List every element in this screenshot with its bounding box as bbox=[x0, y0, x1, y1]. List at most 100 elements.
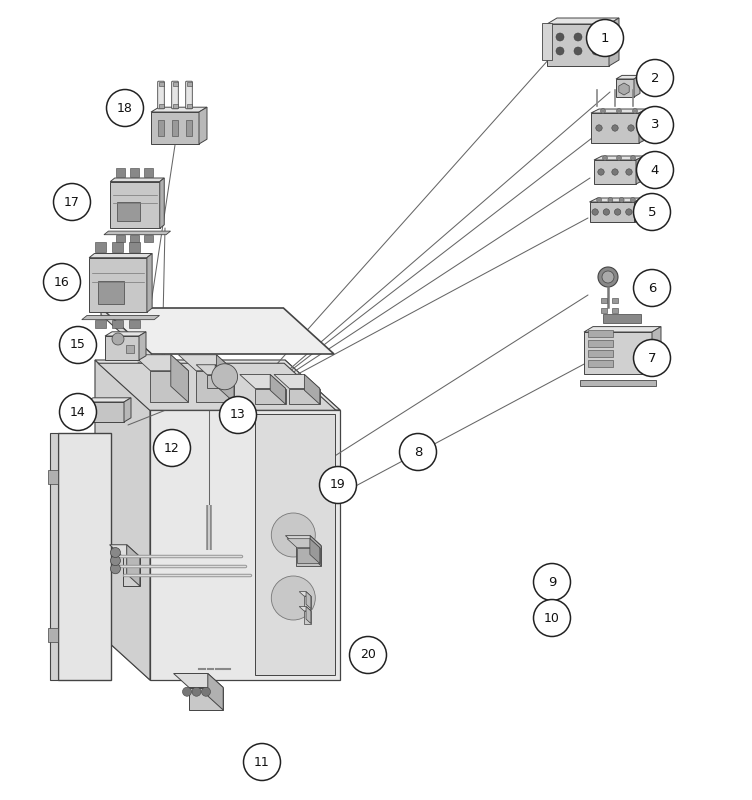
Circle shape bbox=[574, 47, 582, 55]
Bar bbox=[116, 168, 125, 177]
Circle shape bbox=[626, 169, 632, 175]
Polygon shape bbox=[95, 360, 285, 630]
Polygon shape bbox=[299, 592, 311, 596]
Polygon shape bbox=[174, 674, 223, 687]
Circle shape bbox=[633, 270, 671, 306]
Bar bbox=[116, 234, 125, 242]
Bar bbox=[98, 281, 123, 304]
Bar bbox=[117, 202, 140, 221]
Polygon shape bbox=[270, 374, 286, 404]
Circle shape bbox=[556, 33, 564, 41]
Polygon shape bbox=[255, 389, 286, 404]
Polygon shape bbox=[594, 156, 644, 160]
Bar bbox=[612, 298, 617, 303]
Circle shape bbox=[608, 198, 613, 202]
Bar bbox=[172, 120, 178, 136]
Bar bbox=[144, 234, 153, 242]
Polygon shape bbox=[240, 374, 286, 389]
Circle shape bbox=[626, 209, 632, 215]
Circle shape bbox=[636, 151, 674, 189]
Polygon shape bbox=[124, 398, 131, 422]
Text: 2: 2 bbox=[650, 71, 660, 85]
Circle shape bbox=[556, 47, 564, 55]
Circle shape bbox=[271, 513, 315, 557]
Circle shape bbox=[53, 183, 90, 221]
Bar bbox=[96, 242, 106, 253]
Text: 4: 4 bbox=[650, 163, 660, 177]
Text: 10: 10 bbox=[544, 611, 560, 625]
Circle shape bbox=[59, 394, 96, 430]
Polygon shape bbox=[542, 23, 552, 60]
Bar bbox=[172, 104, 177, 108]
Polygon shape bbox=[217, 354, 234, 402]
Circle shape bbox=[112, 333, 124, 345]
Bar bbox=[129, 242, 140, 253]
Polygon shape bbox=[652, 326, 661, 374]
Circle shape bbox=[202, 687, 211, 696]
FancyBboxPatch shape bbox=[158, 82, 164, 109]
Bar bbox=[612, 307, 617, 313]
Polygon shape bbox=[306, 606, 311, 623]
Polygon shape bbox=[609, 18, 619, 66]
Bar bbox=[580, 380, 656, 386]
Polygon shape bbox=[133, 354, 189, 370]
Bar bbox=[186, 82, 192, 86]
Polygon shape bbox=[287, 538, 320, 548]
Text: 14: 14 bbox=[70, 406, 86, 418]
Circle shape bbox=[602, 271, 614, 283]
Text: 8: 8 bbox=[414, 446, 422, 458]
Circle shape bbox=[598, 169, 604, 175]
Polygon shape bbox=[95, 360, 340, 410]
Bar bbox=[112, 242, 123, 253]
Polygon shape bbox=[208, 674, 223, 710]
Circle shape bbox=[220, 397, 256, 434]
Polygon shape bbox=[111, 182, 159, 229]
Circle shape bbox=[587, 19, 623, 57]
Circle shape bbox=[633, 339, 671, 377]
Polygon shape bbox=[196, 365, 226, 374]
Bar bbox=[159, 104, 163, 108]
Text: 13: 13 bbox=[230, 409, 246, 422]
Text: 19: 19 bbox=[330, 478, 346, 491]
Polygon shape bbox=[139, 332, 146, 360]
Polygon shape bbox=[50, 433, 58, 680]
Text: 17: 17 bbox=[64, 195, 80, 209]
Polygon shape bbox=[616, 79, 634, 97]
Circle shape bbox=[630, 155, 635, 161]
Polygon shape bbox=[82, 315, 159, 320]
Bar bbox=[130, 168, 139, 177]
Circle shape bbox=[192, 687, 201, 696]
Polygon shape bbox=[126, 545, 140, 586]
Circle shape bbox=[612, 125, 618, 131]
Polygon shape bbox=[255, 414, 335, 674]
Polygon shape bbox=[105, 336, 139, 360]
Circle shape bbox=[630, 198, 635, 202]
Circle shape bbox=[633, 194, 671, 230]
Circle shape bbox=[596, 198, 602, 202]
Circle shape bbox=[244, 743, 280, 781]
Polygon shape bbox=[95, 630, 340, 680]
Circle shape bbox=[619, 198, 624, 202]
Polygon shape bbox=[296, 546, 321, 566]
Circle shape bbox=[574, 33, 582, 41]
Polygon shape bbox=[150, 410, 340, 680]
Polygon shape bbox=[290, 389, 320, 404]
Circle shape bbox=[628, 125, 634, 131]
Polygon shape bbox=[547, 18, 619, 24]
Polygon shape bbox=[196, 370, 234, 402]
Polygon shape bbox=[639, 109, 647, 143]
Polygon shape bbox=[101, 308, 152, 361]
Text: 11: 11 bbox=[254, 755, 270, 769]
Polygon shape bbox=[199, 107, 207, 144]
Circle shape bbox=[271, 576, 315, 620]
Polygon shape bbox=[591, 113, 639, 143]
Bar bbox=[144, 168, 153, 177]
Circle shape bbox=[592, 33, 600, 41]
Polygon shape bbox=[634, 75, 640, 97]
Polygon shape bbox=[286, 536, 321, 546]
Polygon shape bbox=[299, 606, 311, 611]
Polygon shape bbox=[635, 198, 642, 222]
Polygon shape bbox=[151, 112, 199, 144]
Text: 6: 6 bbox=[647, 282, 656, 294]
Polygon shape bbox=[215, 365, 226, 388]
